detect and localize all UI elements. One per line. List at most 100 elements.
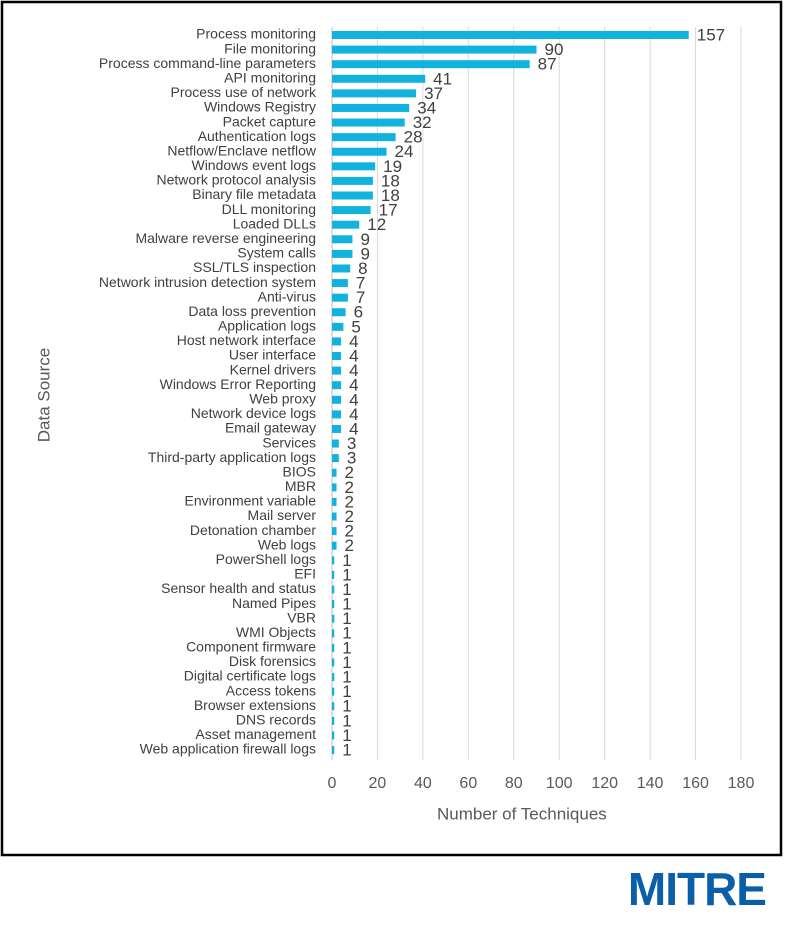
x-tick-label: 160 (682, 775, 709, 792)
x-tick-label: 100 (546, 775, 573, 792)
bar (332, 497, 337, 506)
bar (332, 424, 342, 433)
bar (332, 746, 335, 754)
data-label: 19 (383, 157, 402, 176)
data-label: 5 (351, 317, 360, 336)
bar (332, 614, 335, 623)
bar (332, 322, 344, 331)
y-tick-label: Anti-virus (258, 288, 316, 304)
bar (332, 191, 373, 200)
data-label: 4 (349, 405, 358, 424)
data-label: 1 (342, 740, 351, 759)
logo: MITRE (628, 863, 766, 915)
data-label: 1 (342, 638, 351, 657)
y-tick-label: Binary file metadata (192, 186, 316, 202)
bar (332, 366, 342, 375)
bar (332, 89, 417, 98)
data-label: 18 (381, 171, 400, 190)
data-label: 18 (381, 186, 400, 205)
bar (332, 716, 335, 725)
x-tick-label: 60 (459, 775, 477, 792)
x-tick-label: 0 (328, 775, 337, 792)
data-label: 1 (342, 595, 351, 614)
bar (332, 235, 353, 244)
y-tick-label: System calls (237, 245, 316, 261)
y-tick-label: SSL/TLS inspection (193, 259, 316, 275)
data-label: 24 (395, 142, 414, 161)
bar (332, 483, 337, 492)
y-tick-label: Process command-line parameters (99, 55, 316, 71)
y-tick-label: Email gateway (225, 420, 316, 436)
bar (332, 162, 376, 171)
data-label: 4 (349, 390, 358, 409)
data-label: 157 (697, 25, 725, 44)
data-label: 28 (404, 128, 423, 147)
bar (332, 600, 335, 609)
data-label: 87 (538, 55, 557, 74)
bar (332, 337, 342, 346)
data-label: 4 (349, 361, 358, 380)
data-label: 9 (360, 244, 369, 263)
data-label: 1 (342, 682, 351, 701)
data-label: 1 (342, 711, 351, 730)
data-label: 4 (349, 347, 358, 366)
bar (332, 60, 530, 69)
bar (332, 176, 373, 185)
bar (332, 658, 335, 667)
data-label: 37 (424, 84, 443, 103)
data-label: 32 (413, 113, 432, 132)
y-tick-label: Sensor health and status (161, 580, 316, 596)
y-tick-label: API monitoring (224, 69, 316, 85)
y-tick-label: Host network interface (177, 332, 316, 348)
y-tick-label: Environment variable (184, 493, 316, 509)
bar (332, 264, 351, 273)
data-label: 3 (347, 434, 356, 453)
bar (332, 643, 335, 652)
data-label: 2 (345, 507, 354, 526)
bar (332, 118, 405, 127)
bar (332, 687, 335, 696)
y-tick-label: Packet capture (223, 113, 317, 129)
data-label: 9 (360, 230, 369, 249)
y-tick-label: Windows Error Reporting (160, 376, 316, 392)
bar (332, 468, 337, 477)
x-tick-label: 180 (728, 775, 755, 792)
data-label: 1 (342, 609, 351, 628)
bar (332, 570, 335, 579)
y-tick-label: Detonation chamber (190, 522, 316, 538)
data-label: 7 (356, 288, 365, 307)
y-tick-label: Services (262, 434, 316, 450)
x-tick-label: 80 (505, 775, 523, 792)
data-label: 7 (356, 274, 365, 293)
bar (332, 293, 348, 302)
y-tick-label: File monitoring (224, 40, 316, 56)
y-tick-label: MBR (285, 478, 316, 494)
y-tick-label: Network protocol analysis (156, 172, 316, 188)
bar (332, 45, 537, 54)
y-tick-label: Data loss prevention (188, 303, 316, 319)
y-axis-label: Data Source (34, 348, 53, 443)
y-tick-label: Digital certificate logs (184, 668, 316, 684)
bar (332, 454, 339, 463)
bar (332, 206, 371, 215)
y-tick-label: VBR (287, 609, 316, 625)
data-label: 12 (367, 215, 386, 234)
bar (332, 439, 339, 448)
data-label: 1 (342, 726, 351, 745)
data-label: 1 (342, 653, 351, 672)
data-label: 2 (345, 478, 354, 497)
y-tick-label: Network intrusion detection system (99, 274, 316, 290)
data-label: 4 (349, 332, 358, 351)
y-tick-label: Process use of network (170, 84, 317, 100)
y-tick-label: Named Pipes (232, 595, 316, 611)
bar (332, 512, 337, 521)
bar (332, 133, 396, 142)
data-label: 41 (433, 69, 452, 88)
data-label: 2 (345, 492, 354, 511)
bar (332, 395, 342, 404)
bar (332, 381, 342, 390)
data-label: 1 (342, 668, 351, 687)
y-tick-label: DNS records (236, 712, 316, 728)
y-tick-label: Web logs (258, 536, 316, 552)
